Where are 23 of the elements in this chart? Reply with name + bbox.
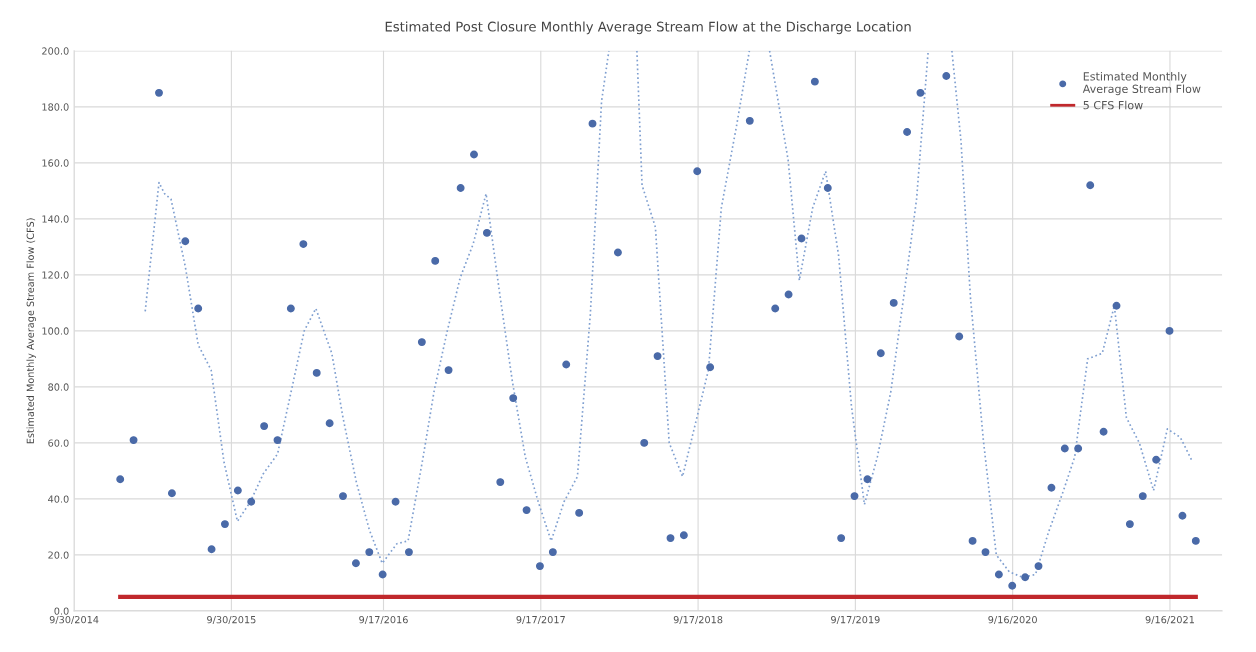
legend-label: Estimated Monthly Average Stream Flow [1082, 71, 1201, 96]
y-tick-label: 40.0 [48, 495, 69, 503]
y-tick-label: 0.0 [54, 607, 69, 615]
x-tick-label: 9/17/2016 [359, 615, 408, 625]
x-tick-label: 9/17/2017 [516, 615, 565, 625]
y-tick-label: 20.0 [48, 551, 69, 559]
x-tick-label: 9/16/2021 [1145, 615, 1194, 625]
chart-title: Estimated Post Closure Monthly Average Stream Flow at the Discharge Location [385, 21, 911, 35]
x-tick-label: 9/30/2015 [207, 615, 256, 625]
x-tick-label: 9/30/2014 [49, 615, 99, 625]
y-tick-label: 100.0 [42, 327, 69, 335]
y-tick-label: 180.0 [42, 103, 69, 111]
y-tick-label: 120.0 [42, 271, 69, 279]
x-tick-label: 9/16/2020 [988, 615, 1037, 625]
y-tick-label: 140.0 [42, 215, 69, 223]
y-axis-title: Estimated Monthly Average Stream Flow (CFS) [26, 218, 36, 444]
y-tick-label: 160.0 [42, 159, 69, 167]
x-tick-label: 9/17/2018 [673, 615, 723, 625]
y-tick-label: 60.0 [48, 439, 69, 447]
y-tick-label: 80.0 [48, 383, 69, 391]
y-tick-label: 200.0 [42, 47, 69, 55]
legend-label: 5 CFS Flow [1083, 100, 1143, 110]
x-tick-label: 9/17/2019 [831, 615, 880, 625]
